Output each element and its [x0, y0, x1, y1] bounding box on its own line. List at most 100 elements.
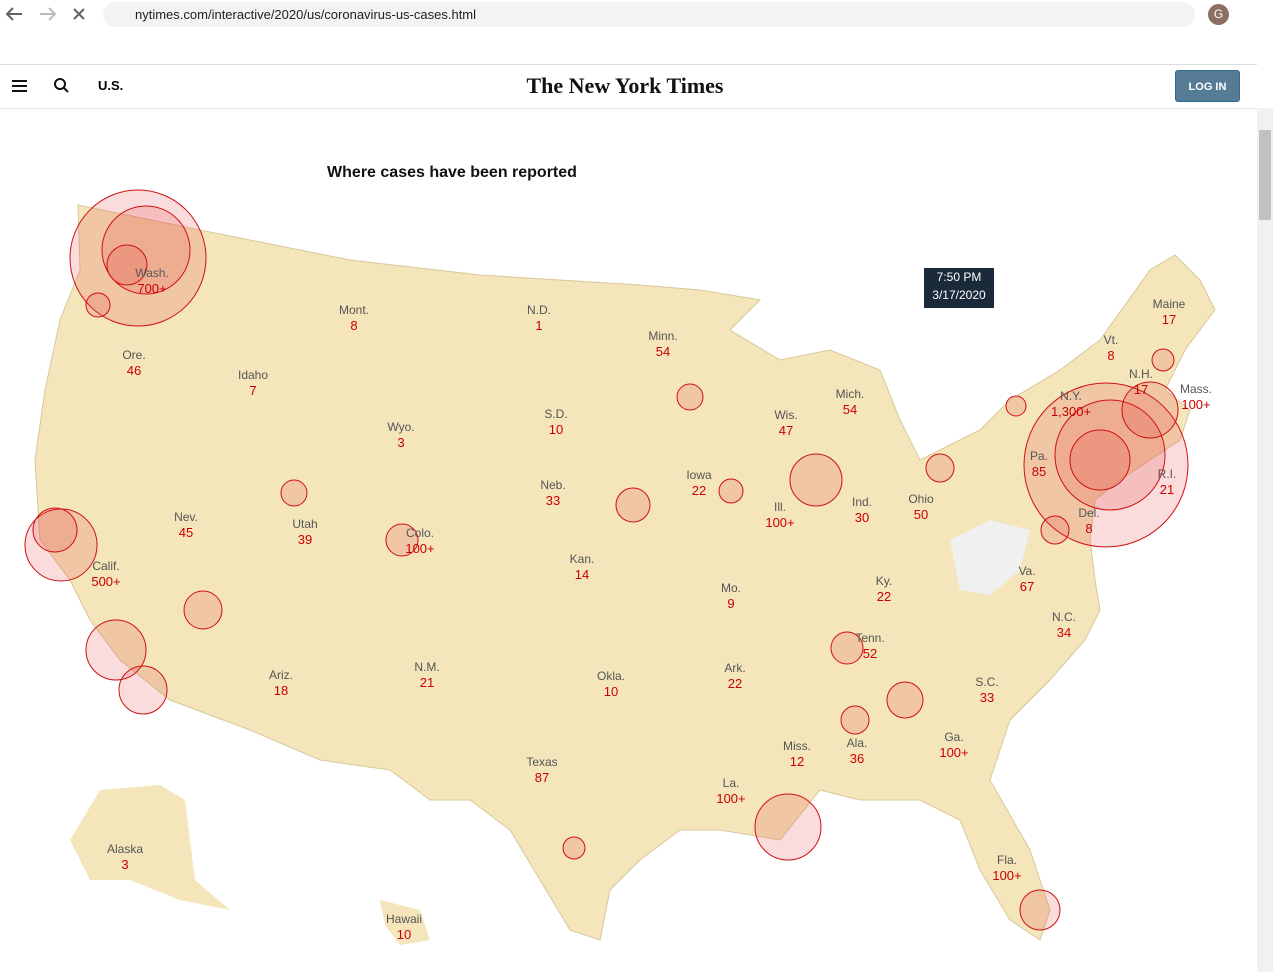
state-name: Del.: [1078, 506, 1099, 520]
state-cases: 8: [1107, 348, 1114, 363]
state-cases: 39: [298, 532, 312, 547]
state-cases: 47: [779, 423, 793, 438]
state-name: Colo.: [406, 526, 434, 540]
state-cases: 1,300+: [1051, 404, 1091, 419]
state-name: N.H.: [1129, 367, 1153, 381]
state-name: N.D.: [527, 303, 551, 317]
hawaii-land: [380, 900, 430, 945]
alaska-land: [70, 785, 230, 910]
state-name: R.I.: [1158, 467, 1177, 481]
map-title: Where cases have been reported: [327, 164, 577, 181]
state-cases: 100+: [405, 541, 434, 556]
section-link[interactable]: U.S.: [98, 78, 124, 93]
profile[interactable]: G: [1208, 4, 1229, 25]
state-cases: 700+: [137, 281, 166, 296]
state-name: N.M.: [414, 660, 439, 674]
state-name: Alaska: [107, 842, 143, 856]
no-data-state: [950, 520, 1030, 595]
state-cases: 34: [1057, 625, 1071, 640]
state-cases: 21: [1160, 482, 1174, 497]
map: Where cases have been reported 7:50 PM 3…: [24, 164, 1216, 945]
state-name: Miss.: [783, 739, 811, 753]
state-cases: 8: [350, 318, 357, 333]
state-name: Ariz.: [269, 668, 293, 682]
logo[interactable]: The New York Times: [526, 73, 724, 98]
state-name: Wis.: [774, 408, 797, 422]
state-name: Maine: [1153, 297, 1186, 311]
state-name: Va.: [1018, 564, 1035, 578]
state-cases: 18: [274, 683, 288, 698]
state-cases: 100+: [939, 745, 968, 760]
state-cases: 46: [127, 363, 141, 378]
state-name: S.C.: [975, 675, 998, 689]
state-name: Fla.: [997, 853, 1017, 867]
state-name: Idaho: [238, 368, 268, 382]
state-name: Mont.: [339, 303, 369, 317]
scrollbar[interactable]: [1257, 108, 1273, 972]
state-name: Minn.: [648, 329, 677, 343]
state-name: Okla.: [597, 669, 625, 683]
state-name: Tenn.: [855, 631, 884, 645]
state-cases: 22: [692, 483, 706, 498]
address-bar[interactable]: nytimes.com/interactive/2020/us/coronavi…: [103, 2, 1195, 27]
state-cases: 14: [575, 567, 589, 582]
state-cases: 52: [863, 646, 877, 661]
state-cases: 10: [397, 927, 411, 942]
state-name: Ind.: [852, 495, 872, 509]
state-cases: 50: [914, 507, 928, 522]
state-cases: 1: [535, 318, 542, 333]
state-name: Ky.: [876, 574, 892, 588]
state-cases: 3: [121, 857, 128, 872]
state-cases: 10: [604, 684, 618, 699]
state-name: La.: [723, 776, 740, 790]
state-cases: 7: [249, 383, 256, 398]
state-name: Wash.: [135, 266, 169, 280]
state-name: Kan.: [570, 552, 595, 566]
state-cases: 67: [1020, 579, 1034, 594]
site-header: U.S. The New York Times LOG IN: [0, 64, 1257, 109]
state-name: Utah: [292, 517, 317, 531]
state-cases: 3: [397, 435, 404, 450]
timestamp: 7:50 PM 3/17/2020: [924, 268, 994, 308]
state-name: Wyo.: [387, 420, 414, 434]
state-name: N.C.: [1052, 610, 1076, 624]
url: nytimes.com/interactive/2020/us/coronavi…: [135, 7, 477, 22]
state-cases: 8: [1085, 521, 1092, 536]
state-cases: 100+: [765, 515, 794, 530]
state-name: Calif.: [92, 559, 119, 573]
state-name: Nev.: [174, 510, 198, 524]
menu-icons[interactable]: [10, 77, 70, 97]
state-name: Texas: [526, 755, 557, 769]
state-name: Mass.: [1180, 382, 1212, 396]
state-name: Pa.: [1030, 449, 1048, 463]
state-name: Mich.: [836, 387, 865, 401]
state-name: Ga.: [944, 730, 963, 744]
state-name: S.D.: [544, 407, 567, 421]
browser-bar: nytimes.com/interactive/2020/us/coronavi…: [0, 0, 1280, 30]
state-cases: 54: [843, 402, 857, 417]
state-cases: 87: [535, 770, 549, 785]
state-cases: 10: [549, 422, 563, 437]
state-name: Vt.: [1104, 333, 1119, 347]
state-name: Ohio: [908, 492, 934, 506]
state-cases: 22: [877, 589, 891, 604]
state-cases: 17: [1162, 312, 1176, 327]
state-name: Hawaii: [386, 912, 422, 926]
state-cases: 36: [850, 751, 864, 766]
state-cases: 45: [179, 525, 193, 540]
state-cases: 54: [656, 344, 670, 359]
state-cases: 17: [1134, 382, 1148, 397]
state-name: Mo.: [721, 581, 741, 595]
state-cases: 33: [980, 690, 994, 705]
state-name: Ill.: [774, 500, 786, 514]
state-cases: 85: [1032, 464, 1046, 479]
state-cases: 21: [420, 675, 434, 690]
state-cases: 100+: [992, 868, 1021, 883]
date: 3/17/2020: [932, 288, 986, 302]
state-cases: 500+: [91, 574, 120, 589]
state-name: Ark.: [724, 661, 745, 675]
scroll-thumb[interactable]: [1259, 130, 1271, 220]
login-button[interactable]: LOG IN: [1175, 70, 1240, 102]
state-name: N.Y.: [1060, 389, 1082, 403]
